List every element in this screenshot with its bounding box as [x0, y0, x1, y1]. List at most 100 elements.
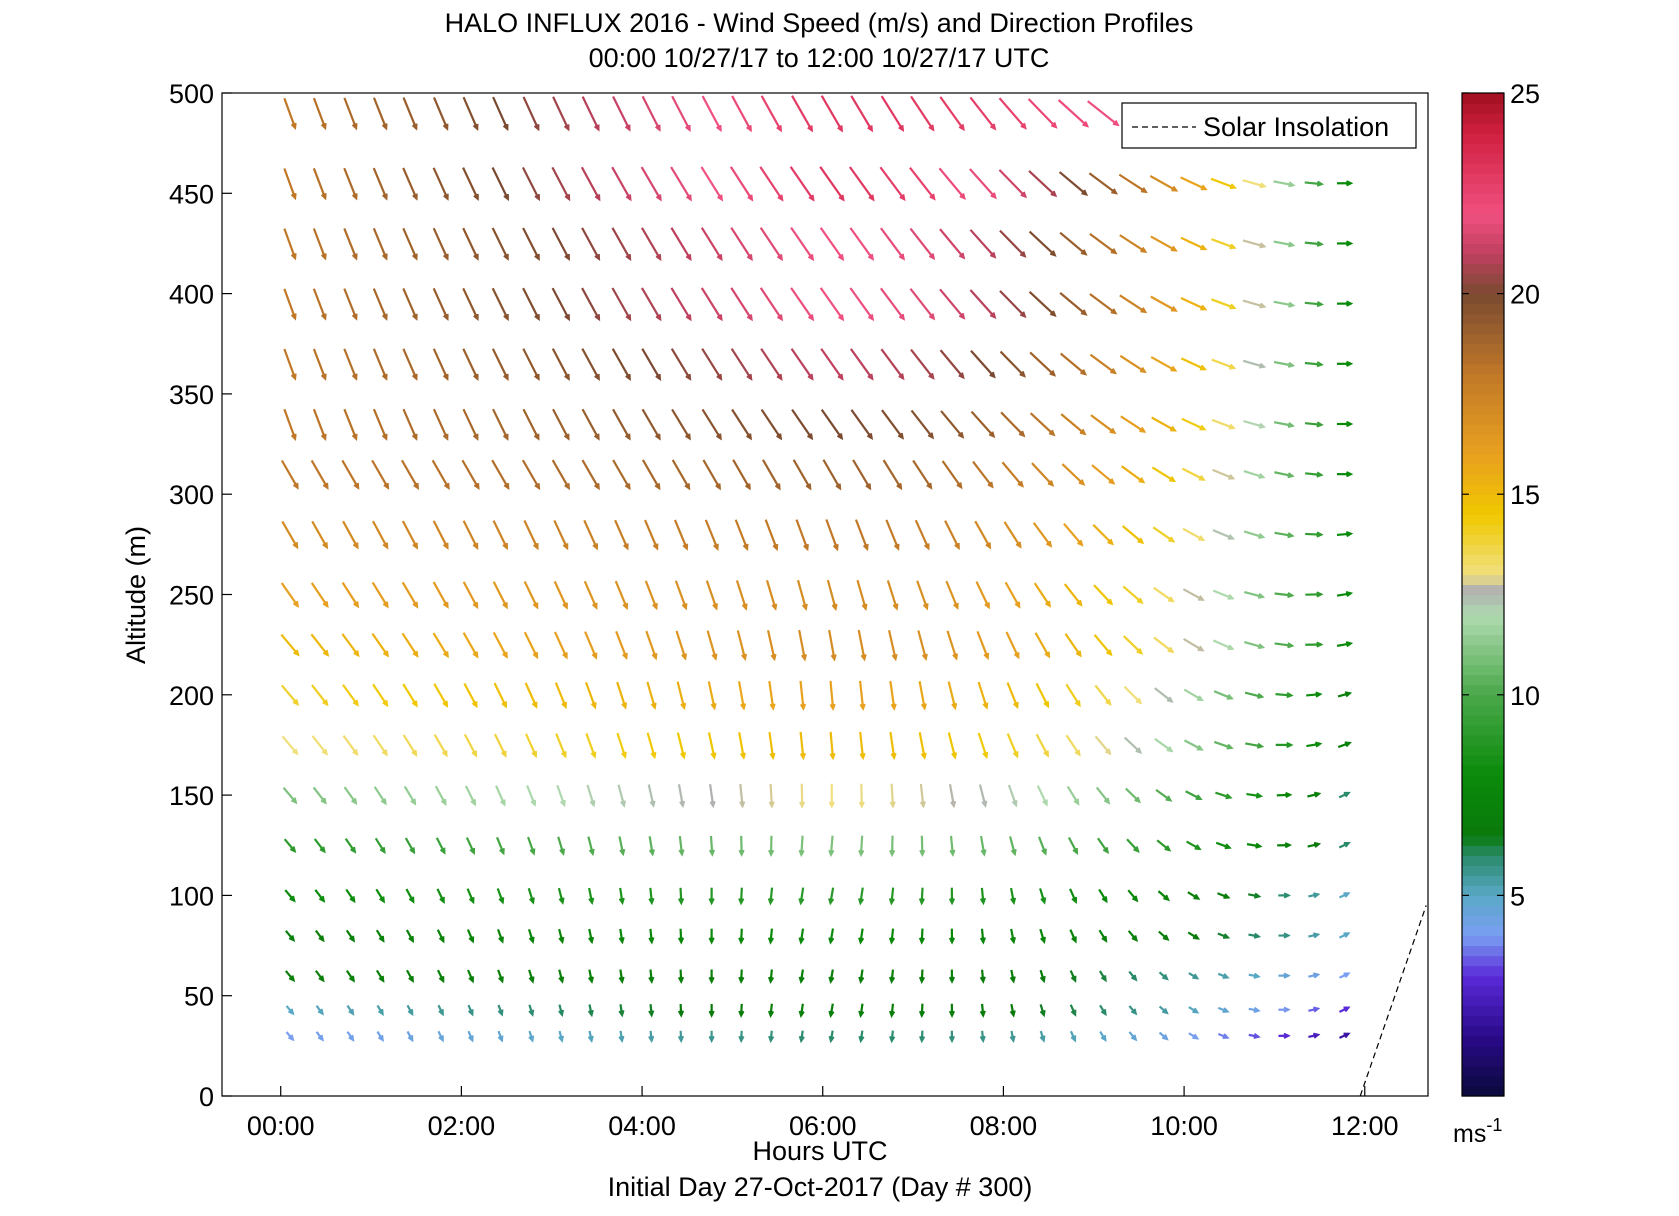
wind-arrow-shaft — [584, 631, 598, 659]
wind-arrow-shaft — [795, 519, 809, 550]
wind-arrow — [1121, 465, 1146, 484]
wind-arrow-shaft — [581, 96, 600, 130]
wind-arrow-shaft — [495, 785, 506, 805]
wind-arrow-head — [1019, 311, 1027, 319]
wind-arrow — [551, 287, 570, 322]
wind-arrow-shaft — [730, 287, 753, 320]
wind-arrow-shaft — [1089, 232, 1117, 254]
wind-arrow-head — [1287, 421, 1296, 429]
wind-arrow-shaft — [462, 227, 479, 260]
wind-arrow-shaft — [1154, 738, 1173, 752]
wind-arrow — [1181, 467, 1206, 481]
wind-arrow-head — [1224, 843, 1232, 850]
wind-arrow — [888, 887, 895, 906]
wind-arrow — [1158, 930, 1170, 941]
wind-arrow-shaft — [764, 519, 778, 550]
wind-arrow — [671, 459, 691, 491]
colorbar-segment — [1462, 965, 1504, 977]
wind-arrow-head — [979, 1035, 986, 1044]
wind-arrow-head — [624, 124, 631, 132]
wind-arrow-shaft — [999, 229, 1026, 258]
wind-arrow-head — [1316, 591, 1324, 598]
wind-arrow-shaft — [1181, 467, 1205, 481]
wind-arrow-head — [381, 373, 388, 381]
wind-arrow — [918, 1003, 926, 1019]
wind-arrow-head — [534, 314, 540, 322]
wind-arrow-shaft — [1212, 529, 1234, 540]
colorbar-segment — [1462, 975, 1504, 987]
wind-arrow — [581, 227, 601, 262]
wind-arrow-head — [563, 124, 570, 132]
wind-arrow-shaft — [978, 784, 987, 806]
wind-arrow-head — [682, 543, 689, 551]
wind-arrow-head — [648, 976, 655, 985]
wind-arrow — [857, 887, 865, 906]
colorbar-segment — [1462, 444, 1504, 455]
wind-arrow-head — [648, 937, 655, 945]
wind-arrow-head — [411, 700, 418, 708]
wind-arrow — [342, 520, 359, 550]
wind-arrow-shaft — [1185, 790, 1202, 800]
wind-arrow-shaft — [890, 887, 895, 904]
wind-arrow — [341, 459, 360, 490]
wind-arrow-shaft — [551, 459, 570, 489]
wind-arrow-shaft — [1004, 581, 1021, 608]
wind-arrow-head — [948, 1035, 956, 1044]
wind-arrow-head — [959, 193, 966, 200]
wind-arrow-shaft — [1001, 461, 1024, 487]
wind-arrow-head — [1009, 976, 1016, 984]
wind-arrow-head — [708, 898, 715, 906]
wind-arrow-shaft — [1153, 636, 1174, 653]
wind-arrow-shaft — [881, 409, 904, 439]
wind-arrow — [798, 629, 808, 662]
wind-arrow-head — [408, 975, 414, 984]
wind-arrow-shaft — [551, 348, 570, 380]
wind-arrow-shaft — [1059, 231, 1087, 256]
wind-arrow-head — [353, 482, 360, 490]
wind-arrow — [946, 630, 959, 661]
wind-arrow — [828, 783, 835, 809]
wind-arrow-head — [713, 543, 719, 551]
wind-arrow-shaft — [729, 166, 753, 201]
wind-arrow — [645, 630, 658, 661]
wind-arrow-head — [1135, 697, 1143, 705]
wind-arrow-shaft — [848, 166, 875, 201]
wind-arrow-head — [560, 799, 566, 808]
wind-arrow — [346, 1004, 355, 1016]
wind-arrow-shaft — [945, 580, 959, 609]
colorbar-segment — [1462, 775, 1504, 786]
wind-arrow-shaft — [614, 519, 629, 549]
wind-arrow — [581, 348, 600, 381]
wind-arrow-head — [982, 702, 989, 710]
wind-arrow-head — [678, 898, 685, 906]
wind-arrow — [432, 581, 449, 609]
wind-arrow — [999, 229, 1027, 258]
colorbar-segment — [1462, 283, 1504, 295]
wind-arrow — [974, 520, 992, 550]
wind-arrow-head — [438, 1035, 444, 1043]
wind-arrow — [283, 228, 297, 261]
wind-arrow — [588, 928, 595, 945]
wind-arrow — [700, 166, 724, 202]
wind-arrow — [975, 581, 990, 610]
wind-arrow-shaft — [372, 227, 388, 259]
wind-arrow-head — [562, 652, 568, 660]
wind-arrow-head — [472, 651, 479, 659]
wind-arrow-shaft — [977, 681, 988, 708]
wind-arrow — [706, 630, 718, 661]
wind-arrow-head — [830, 654, 837, 662]
wind-arrow-shaft — [798, 629, 806, 660]
wind-arrow — [434, 785, 447, 807]
wind-arrow-head — [618, 937, 625, 945]
wind-arrow-shaft — [1027, 98, 1057, 128]
wind-arrow-head — [531, 751, 538, 759]
wind-arrow-head — [990, 192, 997, 200]
wind-arrow — [1308, 892, 1321, 899]
wind-arrow — [1128, 1005, 1138, 1016]
wind-arrow — [1097, 837, 1109, 855]
wind-arrow-shaft — [1126, 838, 1139, 853]
wind-arrow-head — [655, 373, 662, 381]
wind-arrow — [496, 929, 504, 944]
wind-arrow-head — [807, 373, 814, 381]
wind-arrow-head — [503, 314, 509, 322]
